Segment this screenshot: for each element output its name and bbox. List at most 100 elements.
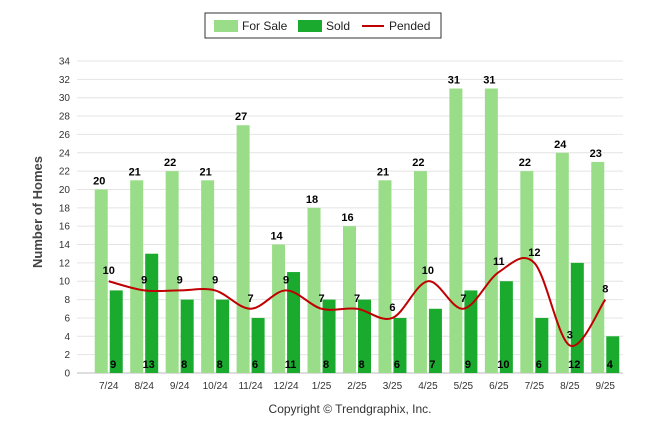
bar-for-sale [130,180,144,373]
sold-value-label: 12 [568,359,580,371]
pended-value-label: 10 [422,265,434,277]
pended-value-label: 8 [602,284,608,296]
x-tick-label: 10/24 [203,381,228,392]
x-axis-ticks: 7/24 8/24 9/24 10/24 11/24 12/24 1/25 2/25 3/25 4… [99,381,615,392]
y-tick-label: 10 [59,277,71,288]
y-axis-label: Number of Homes [30,156,45,268]
bar-for-sale [555,152,569,373]
for-sale-value-label: 21 [200,166,212,178]
bar-for-sale [343,226,356,373]
pended-value-label: 9 [141,274,147,286]
for-sale-value-label: 24 [554,139,567,151]
bar-for-sale [307,207,321,373]
y-tick-label: 12 [59,258,71,269]
for-sale-value-label: 23 [590,148,602,160]
x-tick-label: 5/25 [454,381,474,392]
sold-value-label: 8 [217,359,223,371]
bar-sold [499,281,513,373]
x-tick-label: 9/25 [596,381,616,392]
for-sale-value-label: 31 [448,75,460,87]
x-tick-label: 3/25 [383,381,403,392]
x-tick-label: 12/24 [274,381,299,392]
x-tick-label: 7/24 [99,381,119,392]
y-tick-label: 26 [59,130,71,141]
legend-label-sold: Sold [326,19,350,33]
pended-line [108,257,607,347]
pended-value-label: 7 [318,293,324,305]
pended-value-label: 3 [567,329,573,341]
pended-value-label: 7 [248,293,254,305]
for-sale-value-label: 18 [306,194,318,206]
legend-swatch-for-sale [214,20,238,32]
bar-sold [606,336,620,373]
x-tick-label: 4/25 [418,381,438,392]
sold-value-label: 6 [536,359,542,371]
sold-value-label: 9 [465,359,471,371]
for-sale-value-label: 22 [519,157,531,169]
bar-for-sale [413,171,427,373]
for-sale-value-label: 21 [129,166,141,178]
sold-value-label: 8 [358,359,364,371]
bar-sold [180,299,194,373]
bar-sold [358,299,371,373]
pended-value-label: 6 [389,302,395,314]
sold-value-label: 6 [394,359,400,371]
for-sale-value-label: 22 [164,157,176,169]
x-tick-label: 1/25 [312,381,332,392]
legend-label-pended: Pended [389,19,430,33]
x-tick-label: 8/24 [134,381,154,392]
sold-value-label: 8 [323,359,329,371]
y-tick-label: 8 [64,295,70,306]
y-tick-label: 0 [64,369,70,380]
pended-value-label: 9 [212,274,218,286]
bar-for-sale [236,125,250,373]
bar-sold [287,272,301,373]
for-sale-value-label: 16 [341,212,353,224]
bar-for-sale [449,88,463,373]
sold-value-label: 9 [110,359,116,371]
bar-for-sale [94,189,108,373]
y-tick-label: 34 [59,57,71,68]
bar-sold [464,290,478,373]
for-sale-value-label: 31 [483,75,495,87]
bar-for-sale [165,171,179,373]
pended-value-label: 11 [493,256,505,268]
sold-value-label: 4 [607,359,614,371]
y-tick-label: 4 [64,332,70,343]
sold-value-label: 13 [143,359,155,371]
x-tick-label: 6/25 [489,381,509,392]
legend-box [204,12,442,39]
x-tick-label: 8/25 [560,381,580,392]
bar-sold [393,317,407,373]
sold-value-label: 10 [497,359,509,371]
y-tick-label: 20 [59,185,71,196]
sold-value-label: 7 [429,359,435,371]
y-tick-label: 2 [64,350,70,361]
copyright-text: Copyright © Trendgraphix, Inc. [269,402,432,416]
bars [94,88,620,373]
bar-for-sale [201,180,215,373]
bar-for-sale [378,180,392,373]
sold-value-label: 8 [181,359,187,371]
bar-sold [251,317,265,373]
pended-value-label: 9 [177,274,183,286]
legend: For Sale Sold Pended [204,12,442,39]
pended-value-label: 10 [103,265,115,277]
x-tick-label: 11/24 [238,381,263,392]
y-tick-label: 14 [59,240,71,251]
pended-value-label: 7 [354,293,360,305]
sold-value-label: 11 [285,359,297,371]
for-sale-value-label: 21 [377,166,389,178]
for-sale-value-label: 20 [93,175,105,187]
y-tick-label: 16 [59,222,71,233]
bar-for-sale [591,161,605,373]
y-tick-label: 30 [59,93,71,104]
bar-sold [109,290,123,373]
pended-value-label: 9 [283,274,289,286]
pended-series-line [108,257,607,347]
data-labels: 20 9 21 13 22 8 21 8 27 6 14 11 18 8 16 8 21 6 22 7 31 9 31 10 2… [93,75,614,371]
for-sale-value-label: 14 [270,231,283,243]
y-tick-label: 6 [64,313,70,324]
